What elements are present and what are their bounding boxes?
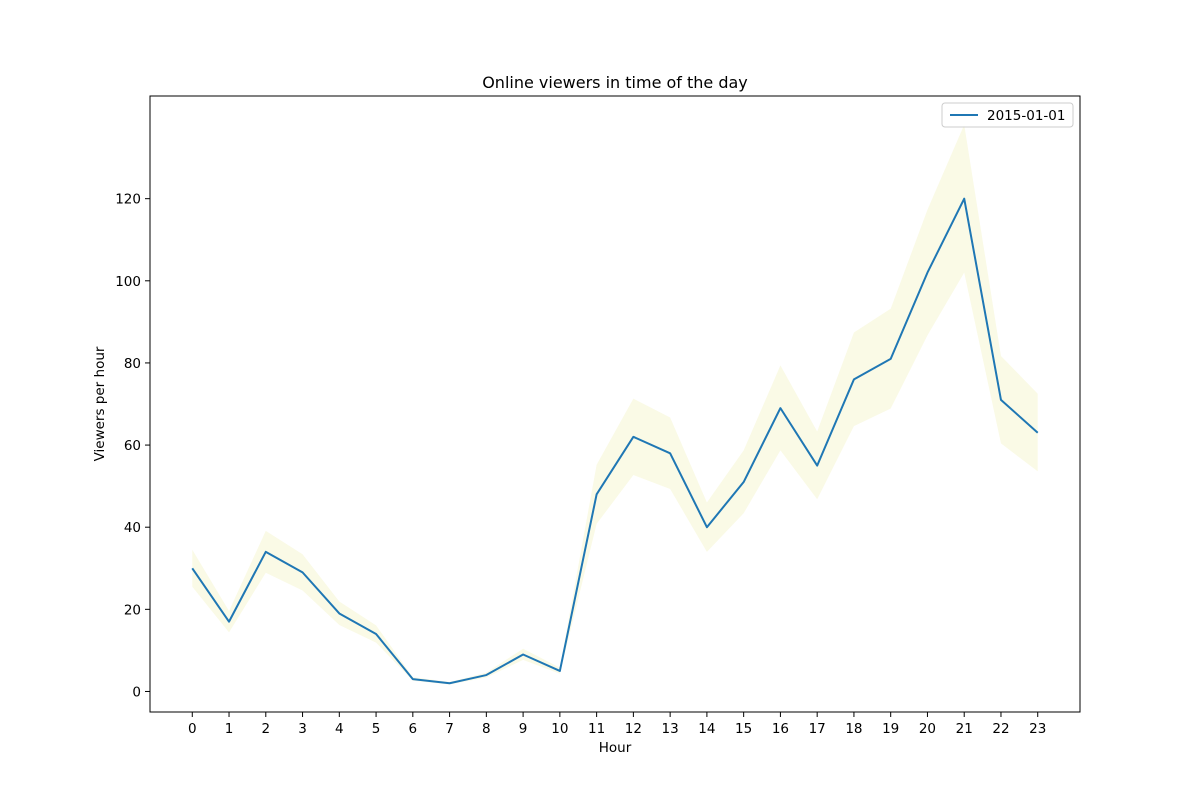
- x-tick-label: 5: [372, 721, 381, 737]
- x-axis-ticks: 0 1 2 3 4 5 6 7 8 9 10 11 12 13 14 15 16 17 18 19 20 21 22 23: [188, 712, 1046, 737]
- y-tick-label: 20: [124, 602, 141, 618]
- x-tick-label: 12: [625, 721, 642, 737]
- x-tick-label: 13: [662, 721, 679, 737]
- y-axis-label: Viewers per hour: [92, 346, 108, 461]
- plot-frame: [149, 95, 1081, 713]
- legend: 2015-01-01: [941, 102, 1074, 128]
- x-tick-label: 8: [482, 721, 491, 737]
- x-tick-label: 23: [1029, 721, 1046, 737]
- y-tick-label: 40: [124, 520, 141, 536]
- legend-label: 2015-01-01: [987, 108, 1065, 124]
- x-tick-label: 3: [298, 721, 307, 737]
- y-tick-label: 120: [115, 192, 141, 208]
- x-tick-label: 14: [698, 721, 715, 737]
- x-tick-label: 6: [409, 721, 418, 737]
- x-tick-label: 15: [735, 721, 752, 737]
- y-tick-label: 60: [124, 438, 141, 454]
- x-tick-label: 9: [519, 721, 528, 737]
- x-tick-label: 22: [992, 721, 1009, 737]
- y-axis-ticks: 0 20 40 60 80 100 120: [115, 192, 150, 700]
- x-tick-label: 18: [845, 721, 862, 737]
- x-tick-label: 17: [809, 721, 826, 737]
- x-axis-label: Hour: [599, 740, 632, 756]
- y-tick-label: 80: [124, 356, 141, 372]
- series-line: [191, 197, 1039, 685]
- x-tick-label: 2: [261, 721, 270, 737]
- legend-box: [941, 102, 1074, 128]
- confidence-band-layer: [192, 124, 1038, 685]
- x-tick-label: 0: [188, 721, 197, 737]
- x-tick-label: 19: [882, 721, 899, 737]
- x-tick-label: 10: [551, 721, 568, 737]
- confidence-band: [192, 124, 1038, 685]
- x-tick-label: 11: [588, 721, 605, 737]
- x-tick-label: 21: [956, 721, 973, 737]
- x-tick-label: 20: [919, 721, 936, 737]
- y-tick-label: 100: [115, 274, 141, 290]
- chart-title: Online viewers in time of the day: [482, 73, 748, 92]
- x-tick-label: 4: [335, 721, 344, 737]
- series-line-layer: [191, 197, 1039, 685]
- x-tick-label: 1: [225, 721, 234, 737]
- y-tick-label: 0: [132, 684, 141, 700]
- x-tick-label: 7: [445, 721, 454, 737]
- x-tick-label: 16: [772, 721, 789, 737]
